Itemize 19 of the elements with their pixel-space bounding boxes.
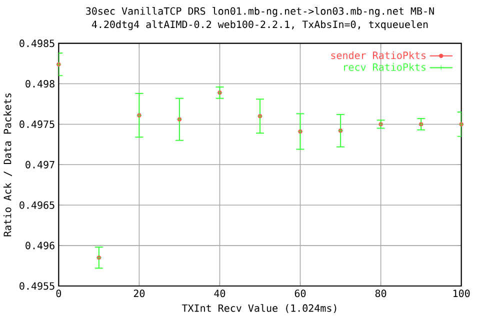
y-axis-title: Ratio Ack / Data Packets: [3, 93, 12, 236]
y-tick-label: 0.498: [26, 80, 54, 88]
y-tick-label: 0.4985: [20, 40, 54, 48]
legend-label: recv RatioPkts: [344, 63, 426, 71]
x-tick-label: 40: [214, 290, 226, 298]
y-tick-label: 0.4965: [20, 201, 54, 209]
legend-label: sender RatioPkts: [331, 51, 426, 60]
x-axis-title: TXInt Recv Value (1.024ms): [182, 304, 336, 314]
x-tick-label: 60: [294, 290, 306, 298]
x-tick-label: 20: [134, 290, 145, 298]
y-tick-label: 0.4975: [20, 120, 54, 128]
chart-title: 30sec VanillaTCP DRS lon01.mb-ng.net->lon03.mb-ng.net MB-N: [86, 7, 434, 17]
x-tick-label: 100: [453, 290, 470, 298]
x-tick-label: 80: [375, 290, 386, 298]
y-tick-label: 0.4955: [20, 282, 54, 290]
y-tick-label: 0.496: [26, 242, 54, 250]
x-tick-label: 0: [56, 290, 62, 298]
chart-subtitle: 4.20dtg4 altAIMD-0.2 web100-2.2.1, TxAbsIn=0, txqueuelen: [92, 20, 428, 30]
y-tick-label: 0.497: [26, 160, 54, 168]
